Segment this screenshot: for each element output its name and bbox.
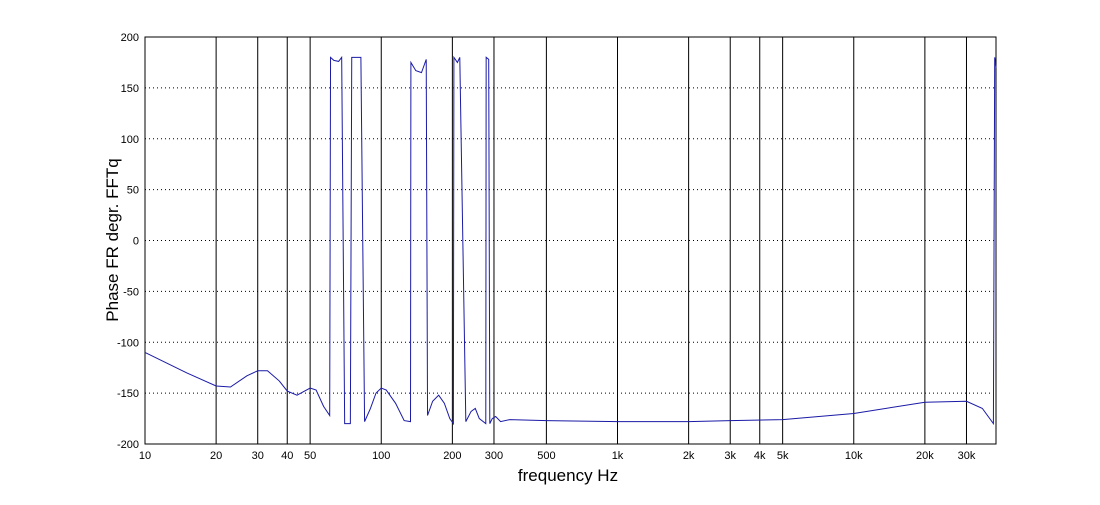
y-tick-label: -100: [117, 337, 139, 349]
y-tick-label: 0: [133, 236, 139, 248]
x-tick-label: 20k: [916, 450, 934, 462]
y-tick-label: 100: [121, 134, 139, 146]
x-tick-label: 4k: [754, 450, 766, 462]
x-tick-label: 20: [210, 450, 222, 462]
x-axis-label: frequency Hz: [518, 466, 618, 485]
x-tick-label: 1k: [612, 450, 624, 462]
y-tick-label: -50: [123, 286, 139, 298]
y-tick-label: 150: [121, 83, 139, 95]
plot-frame: [144, 36, 997, 445]
y-tick-label: 50: [127, 185, 139, 197]
x-tick-label: 500: [537, 450, 555, 462]
y-axis-label: Phase FR degr. FFTq: [103, 158, 122, 321]
phase-line: [144, 55, 997, 426]
y-tick-label: -150: [117, 388, 139, 400]
y-tick-label: 200: [121, 32, 139, 44]
x-tick-label: 10k: [845, 450, 863, 462]
x-tick-label: 3k: [724, 450, 736, 462]
x-tick-label: 30: [252, 450, 264, 462]
y-tick-label: -200: [117, 439, 139, 451]
x-tick-label: 200: [443, 450, 461, 462]
x-tick-label: 5k: [777, 450, 789, 462]
x-tick-label: 30k: [958, 450, 976, 462]
x-tick-label: 300: [485, 450, 503, 462]
x-tick-label: 2k: [683, 450, 695, 462]
x-tick-label: 40: [281, 450, 293, 462]
x-tick-label: 100: [372, 450, 390, 462]
x-tick-label: 10: [139, 450, 151, 462]
x-tick-label: 50: [304, 450, 316, 462]
